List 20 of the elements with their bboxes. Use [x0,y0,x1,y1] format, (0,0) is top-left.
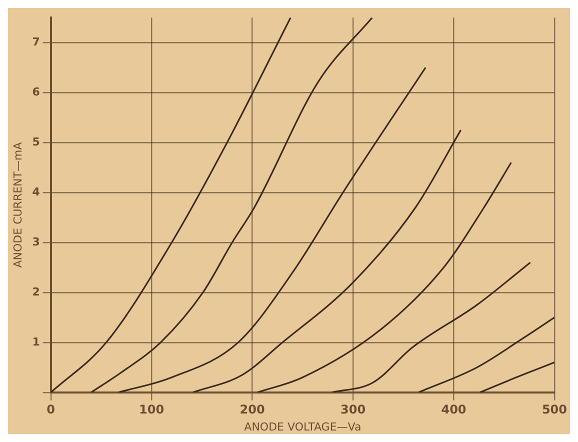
x-tick-label: 400 [441,402,466,417]
x-tick-label: 500 [542,402,568,417]
line-series [118,66,426,392]
x-tick-label: 100 [139,402,164,417]
line-series [418,316,554,392]
y-tick-label: 7 [32,35,40,48]
y-tick-label: 6 [32,85,40,98]
line-series [256,162,512,392]
line-series [192,129,462,392]
y-tick-label: 1 [32,335,40,348]
x-tick-label: 0 [46,402,56,417]
line-series [331,262,532,392]
y-tick-label: 3 [32,235,40,248]
x-axis-title: ANODE VOLTAGE—Va [244,420,362,434]
y-tick-label: 2 [32,285,40,298]
y-tick-label: 4 [32,185,40,198]
y-axis-title: ANODE CURRENT—mA [11,142,24,268]
y-tick-label: 5 [32,135,40,148]
x-tick-label: 300 [340,402,366,417]
x-tick-label: 200 [240,402,265,417]
